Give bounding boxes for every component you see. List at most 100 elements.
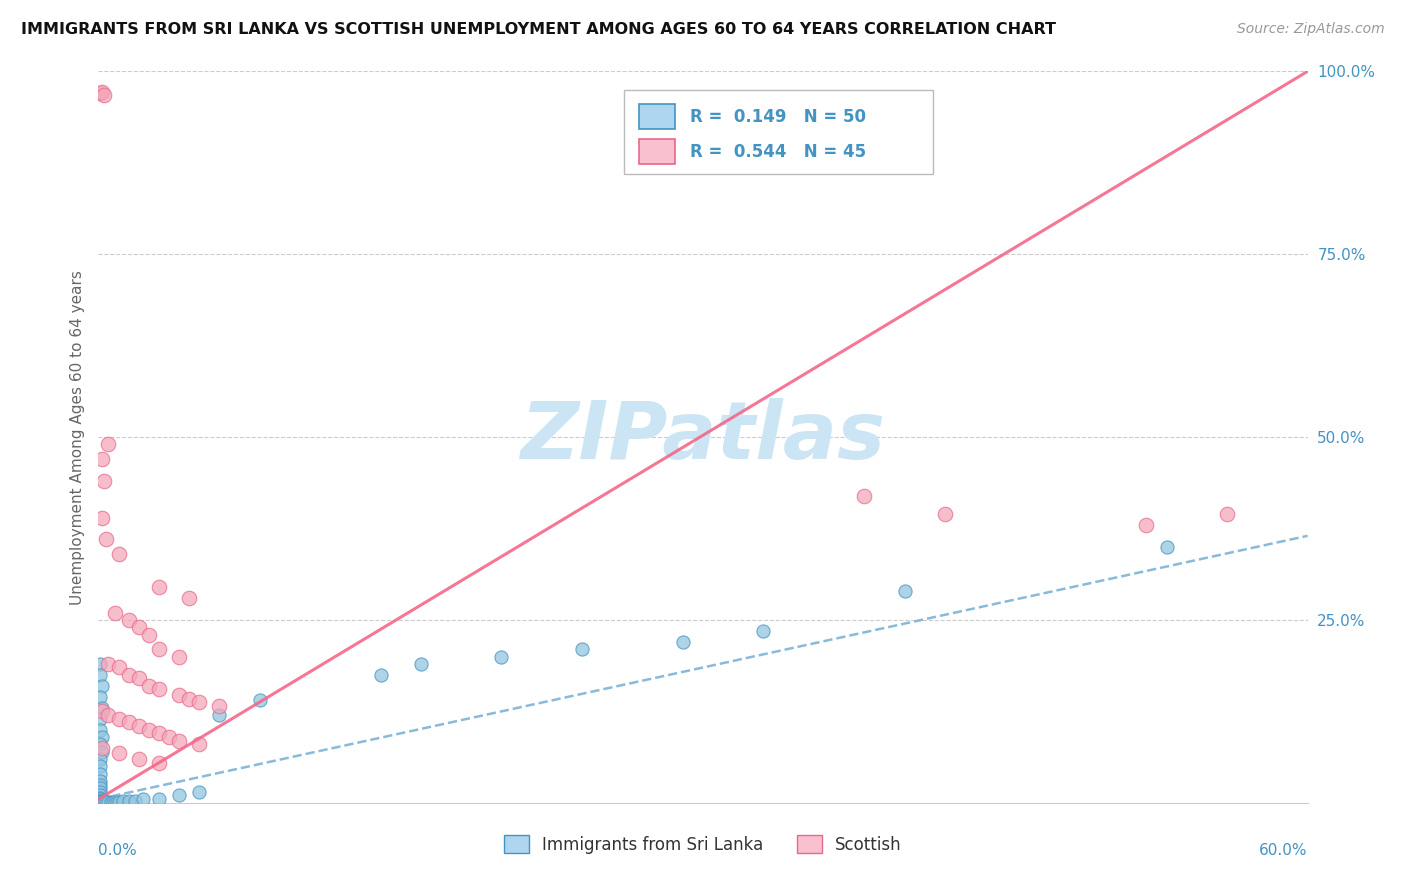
Point: [89, 657, 111, 671]
Point: [91, 794, 114, 808]
Point: [97, 657, 120, 671]
Point: [89, 759, 111, 773]
Point: [97, 795, 120, 809]
Bar: [638, 139, 675, 164]
Point: [752, 624, 775, 638]
Point: [89, 737, 111, 751]
Point: [1216, 507, 1239, 521]
Text: IMMIGRANTS FROM SRI LANKA VS SCOTTISH UNEMPLOYMENT AMONG AGES 60 TO 64 YEARS COR: IMMIGRANTS FROM SRI LANKA VS SCOTTISH UN…: [21, 22, 1056, 37]
Point: [111, 794, 134, 808]
Point: [118, 715, 141, 730]
Point: [138, 627, 160, 641]
Point: [491, 649, 513, 664]
Point: [128, 752, 150, 766]
Point: [89, 87, 111, 101]
Point: [89, 794, 111, 808]
Point: [672, 635, 695, 649]
Point: [91, 510, 114, 524]
Point: [107, 547, 129, 561]
Point: [103, 795, 125, 809]
Point: [89, 789, 111, 803]
Point: [571, 642, 593, 657]
Point: [893, 583, 915, 598]
Text: 0.0%: 0.0%: [98, 843, 138, 858]
Point: [89, 792, 111, 806]
Point: [91, 705, 114, 719]
Point: [188, 695, 211, 709]
Point: [188, 785, 211, 799]
Point: [91, 730, 114, 744]
Bar: [624, 90, 932, 174]
Point: [89, 723, 111, 737]
Point: [107, 712, 129, 726]
Point: [91, 452, 114, 467]
Point: [208, 699, 231, 714]
Point: [97, 437, 120, 451]
Point: [118, 794, 141, 808]
Point: [148, 726, 170, 740]
Point: [107, 746, 129, 760]
Point: [934, 507, 956, 521]
Point: [128, 620, 150, 634]
Point: [89, 667, 111, 681]
Point: [91, 700, 114, 714]
Point: [100, 795, 122, 809]
Point: [132, 792, 155, 806]
Point: [128, 719, 150, 733]
Point: [89, 690, 111, 704]
Text: 60.0%: 60.0%: [1260, 843, 1308, 858]
Point: [138, 679, 160, 693]
Point: [167, 789, 190, 803]
Point: [96, 795, 118, 809]
Point: [118, 613, 141, 627]
Point: [89, 785, 111, 799]
Point: [89, 752, 111, 766]
Point: [1156, 540, 1178, 554]
Point: [138, 723, 160, 737]
Point: [208, 708, 231, 723]
Bar: [638, 104, 675, 128]
Point: [93, 794, 115, 808]
Point: [128, 672, 150, 686]
Point: [179, 591, 201, 605]
Text: R =  0.544   N = 45: R = 0.544 N = 45: [690, 143, 866, 161]
Point: [91, 740, 114, 755]
Point: [91, 745, 114, 759]
Point: [118, 667, 141, 681]
Point: [89, 796, 111, 810]
Point: [89, 794, 111, 808]
Point: [179, 692, 201, 706]
Point: [148, 580, 170, 594]
Point: [91, 85, 114, 99]
Point: [148, 756, 170, 770]
Point: [167, 733, 190, 747]
Point: [91, 679, 114, 693]
Point: [124, 794, 146, 808]
Point: [89, 790, 111, 805]
Point: [107, 660, 129, 674]
Point: [103, 606, 125, 620]
Point: [89, 773, 111, 788]
Point: [157, 730, 180, 744]
Point: [89, 795, 111, 809]
Point: [249, 693, 271, 707]
Text: R =  0.149   N = 50: R = 0.149 N = 50: [690, 108, 866, 126]
Point: [97, 708, 120, 723]
Point: [93, 474, 115, 488]
Text: ZIPatlas: ZIPatlas: [520, 398, 886, 476]
Point: [148, 682, 170, 697]
Point: [167, 688, 190, 702]
Point: [148, 792, 170, 806]
Point: [89, 781, 111, 796]
Point: [89, 766, 111, 780]
Text: Source: ZipAtlas.com: Source: ZipAtlas.com: [1237, 22, 1385, 37]
Point: [93, 87, 115, 102]
Point: [107, 795, 129, 809]
Legend: Immigrants from Sri Lanka, Scottish: Immigrants from Sri Lanka, Scottish: [498, 829, 908, 860]
Point: [188, 737, 211, 751]
Point: [1135, 517, 1157, 532]
Point: [89, 712, 111, 726]
Y-axis label: Unemployment Among Ages 60 to 64 years: Unemployment Among Ages 60 to 64 years: [69, 269, 84, 605]
Point: [853, 489, 876, 503]
Point: [96, 533, 118, 547]
